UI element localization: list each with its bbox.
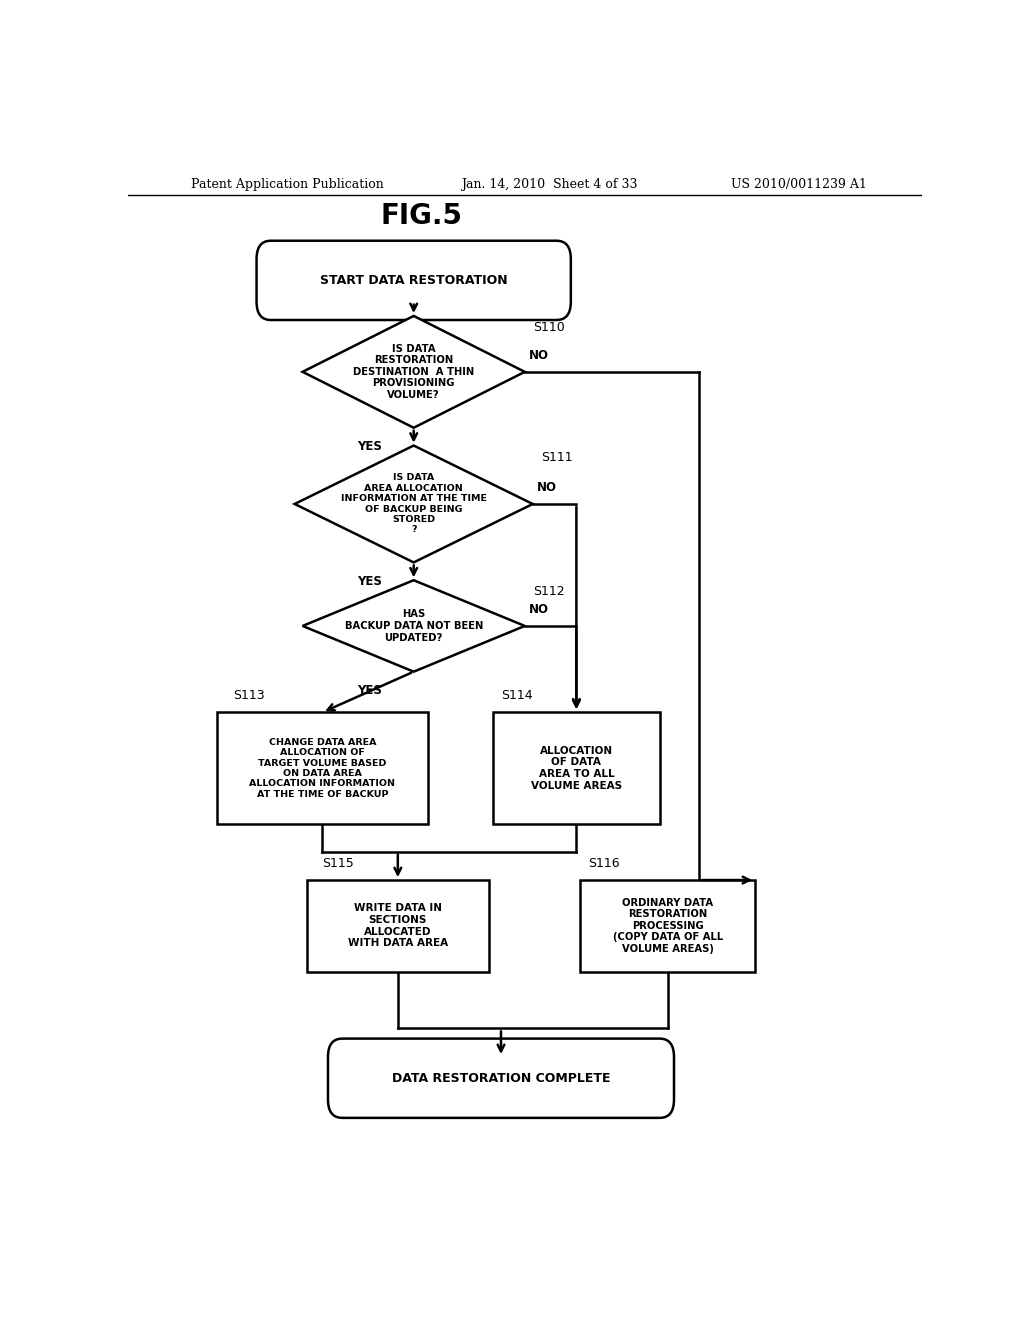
Text: YES: YES xyxy=(357,684,383,697)
Text: YES: YES xyxy=(357,574,383,587)
Text: IS DATA
AREA ALLOCATION
INFORMATION AT THE TIME
OF BACKUP BEING
STORED
?: IS DATA AREA ALLOCATION INFORMATION AT T… xyxy=(341,474,486,535)
Text: YES: YES xyxy=(357,440,383,453)
Text: ORDINARY DATA
RESTORATION
PROCESSING
(COPY DATA OF ALL
VOLUME AREAS): ORDINARY DATA RESTORATION PROCESSING (CO… xyxy=(612,898,723,954)
Text: NO: NO xyxy=(537,480,557,494)
Bar xyxy=(306,880,489,972)
Bar xyxy=(494,713,659,824)
FancyBboxPatch shape xyxy=(328,1039,674,1118)
Polygon shape xyxy=(303,581,524,672)
Text: IS DATA
RESTORATION
DESTINATION  A THIN
PROVISIONING
VOLUME?: IS DATA RESTORATION DESTINATION A THIN P… xyxy=(353,343,474,400)
Text: S111: S111 xyxy=(541,450,572,463)
Polygon shape xyxy=(303,315,524,428)
Text: CHANGE DATA AREA
ALLOCATION OF
TARGET VOLUME BASED
ON DATA AREA
ALLOCATION INFOR: CHANGE DATA AREA ALLOCATION OF TARGET VO… xyxy=(250,738,395,799)
Text: S115: S115 xyxy=(323,857,354,870)
Text: S116: S116 xyxy=(588,857,620,870)
Text: NO: NO xyxy=(528,603,549,615)
Text: WRITE DATA IN
SECTIONS
ALLOCATED
WITH DATA AREA: WRITE DATA IN SECTIONS ALLOCATED WITH DA… xyxy=(348,903,447,948)
Text: NO: NO xyxy=(528,348,549,362)
Text: ALLOCATION
OF DATA
AREA TO ALL
VOLUME AREAS: ALLOCATION OF DATA AREA TO ALL VOLUME AR… xyxy=(530,746,622,791)
Text: US 2010/0011239 A1: US 2010/0011239 A1 xyxy=(731,178,867,191)
Text: FIG.5: FIG.5 xyxy=(381,202,463,230)
Polygon shape xyxy=(295,446,532,562)
Text: S114: S114 xyxy=(501,689,532,702)
FancyBboxPatch shape xyxy=(257,240,570,319)
Bar xyxy=(581,880,755,972)
Text: S110: S110 xyxy=(532,321,564,334)
Bar xyxy=(217,713,428,824)
Text: Patent Application Publication: Patent Application Publication xyxy=(191,178,384,191)
Text: S112: S112 xyxy=(532,585,564,598)
Text: DATA RESTORATION COMPLETE: DATA RESTORATION COMPLETE xyxy=(392,1072,610,1085)
Text: S113: S113 xyxy=(233,689,265,702)
Text: START DATA RESTORATION: START DATA RESTORATION xyxy=(319,273,508,286)
Text: Jan. 14, 2010  Sheet 4 of 33: Jan. 14, 2010 Sheet 4 of 33 xyxy=(461,178,638,191)
Text: HAS
BACKUP DATA NOT BEEN
UPDATED?: HAS BACKUP DATA NOT BEEN UPDATED? xyxy=(344,610,483,643)
